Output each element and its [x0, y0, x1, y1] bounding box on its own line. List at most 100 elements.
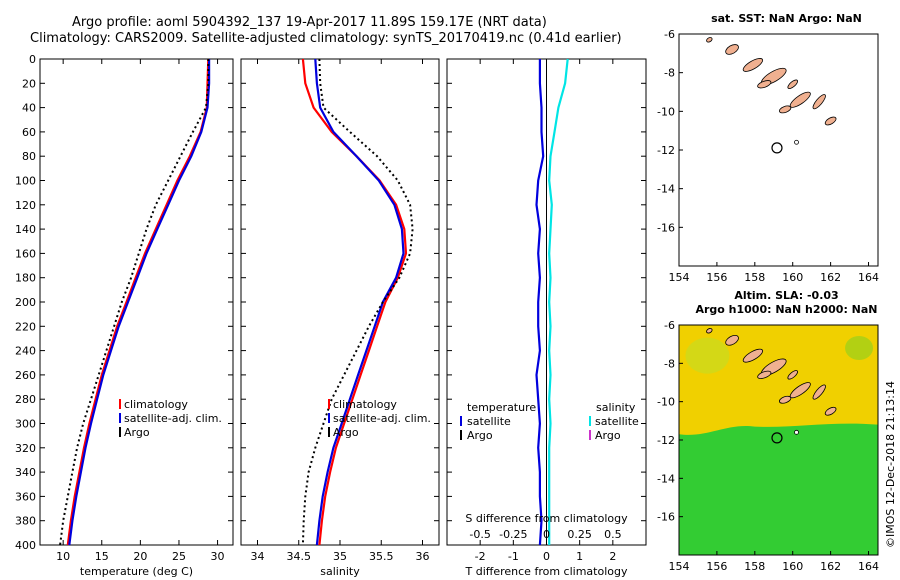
salinity-legend-label: satellite-adj. clim.	[333, 412, 431, 425]
salinity-series-satellite-adj-clim-	[314, 58, 405, 546]
sla_map-ytick-label: -14	[657, 472, 675, 485]
difference-xtick-label: -2	[475, 550, 486, 563]
legend-salinity-heading: salinity	[596, 401, 636, 414]
sst-map-panel: sat. SST: NaN Argo: NaN 154 156 158 160 162 16…	[657, 12, 879, 284]
sla_map-island	[742, 348, 764, 363]
sst_map-island	[794, 139, 799, 145]
sla_map-island	[812, 384, 826, 400]
salinity-legend-label: climatology	[333, 398, 397, 411]
sla_map-ytick-label: -16	[657, 511, 675, 524]
credit-text: ©IMOS 12-Dec-2018 21:13:14	[884, 381, 897, 548]
title-line-1: Argo profile: aoml 5904392_137 19-Apr-20…	[72, 15, 547, 30]
legend-temperature-heading: temperature	[467, 401, 536, 414]
temperature-series-satellite-adj-clim-	[68, 59, 211, 546]
salinity-xlabel: salinity	[320, 565, 360, 578]
temperature-ytick-label: 340	[15, 466, 36, 479]
sst_map-xtick-label: 154	[669, 271, 690, 284]
salinity-series-climatology	[301, 58, 408, 546]
salinity-xtick-label: 35	[333, 550, 347, 563]
temperature-ytick-label: 220	[15, 320, 36, 333]
sst_map-title: sat. SST: NaN Argo: NaN	[711, 12, 862, 25]
sst_map-ytick-label: -12	[657, 144, 675, 157]
temperature-frame	[39, 58, 234, 546]
difference-top-xlabel: S difference from climatology	[465, 512, 628, 525]
temperature-ytick-label: 400	[15, 539, 36, 552]
temperature-ytick-label: 0	[29, 53, 36, 66]
sla_map-island	[706, 328, 713, 334]
temperature-xtick-label: 25	[172, 550, 186, 563]
temperature-ytick-label: 100	[15, 175, 36, 188]
sla_map-xtick-label: 156	[706, 560, 727, 573]
difference-top-xtick-label: -0.5	[469, 528, 490, 541]
sst_map-xtick-label: 158	[744, 271, 765, 284]
legend-temperature-label: satellite	[467, 415, 511, 428]
temperature-ytick-label: 180	[15, 272, 36, 285]
temperature-ytick-label: 120	[15, 199, 36, 212]
temperature-xtick-label: 10	[56, 550, 70, 563]
sla_map-xtick-label: 158	[744, 560, 765, 573]
difference-xlabel: T difference from climatology	[465, 565, 628, 578]
sla_map-sea-blend	[845, 336, 874, 360]
sla_map-xtick-label: 160	[782, 560, 803, 573]
difference-series-s-satellite	[548, 58, 569, 545]
sst_map-island	[742, 58, 764, 72]
sla_map-ytick-label: -12	[657, 434, 675, 447]
difference-top-xtick-label: 0.25	[567, 528, 592, 541]
temperature-xlabel: temperature (deg C)	[80, 565, 193, 578]
sla_map-title: Altim. SLA: -0.03	[734, 289, 838, 302]
salinity-panel: 34 34.5 35 35.5 36 salinity climatologysatelli…	[240, 58, 440, 578]
sla_map-sea-blend	[685, 337, 730, 374]
temperature-legend-label: satellite-adj. clim.	[124, 412, 222, 425]
temperature-ytick-label: 380	[15, 515, 36, 528]
salinity-xtick-label: 34	[251, 550, 265, 563]
sst_map-ytick-label: -14	[657, 183, 675, 196]
temperature-ytick-label: 40	[22, 102, 36, 115]
temperature-legend-label: Argo	[124, 426, 150, 439]
temperature-xtick-label: 15	[95, 550, 109, 563]
sla_map-xtick-label: 154	[669, 560, 690, 573]
salinity-xtick-label: 34.5	[287, 550, 312, 563]
difference-xtick-label: -1	[508, 550, 519, 563]
sla_map-island	[725, 335, 739, 346]
sla_map-ytick-label: -6	[664, 319, 675, 332]
temperature-series-climatology	[66, 58, 210, 546]
sla_map-island	[787, 370, 798, 380]
sst_map-xtick-label: 160	[782, 271, 803, 284]
temperature-ytick-label: 280	[15, 393, 36, 406]
temperature-ytick-label: 60	[22, 126, 36, 139]
difference-xtick-label: 0	[543, 550, 550, 563]
sla_map-island	[757, 370, 772, 379]
sst_map-island	[787, 79, 798, 89]
difference-series-t-satellite	[535, 59, 545, 546]
temperature-ytick-label: 240	[15, 345, 36, 358]
sst_map-ytick-label: -16	[657, 221, 675, 234]
title-line-2: Climatology: CARS2009. Satellite-adjuste…	[30, 31, 622, 46]
legend-temperature-label: Argo	[467, 429, 493, 442]
temperature-series-argo	[59, 59, 210, 546]
salinity-xtick-label: 36	[416, 550, 430, 563]
legend-salinity-label: satellite	[595, 415, 639, 428]
temperature-ytick-label: 80	[22, 150, 36, 163]
sst_map-ytick-label: -10	[657, 105, 675, 118]
difference-top-xtick-label: 0	[543, 528, 550, 541]
difference-panel: -2 -1 0 1 2 T difference from climatology S di…	[446, 58, 647, 578]
sst_map-ytick-label: -6	[664, 28, 675, 41]
sst_map-island	[789, 91, 811, 108]
sst_map-island	[757, 80, 772, 89]
temperature-ytick-label: 20	[22, 77, 36, 90]
difference-xtick-label: 2	[609, 550, 616, 563]
sla_map-ytick-label: -10	[657, 396, 675, 409]
temperature-ytick-label: 140	[15, 223, 36, 236]
sst_map-island	[779, 105, 792, 114]
sla_map-xtick-label: 164	[858, 560, 879, 573]
salinity-series-argo	[301, 58, 414, 546]
salinity-frame	[240, 58, 440, 546]
sla_map-xtick-label: 162	[820, 560, 841, 573]
salinity-legend-label: Argo	[333, 426, 359, 439]
temperature-ytick-label: 360	[15, 490, 36, 503]
temperature-ytick-label: 320	[15, 442, 36, 455]
sst_map-island	[706, 37, 713, 43]
temperature-ytick-label: 260	[15, 369, 36, 382]
